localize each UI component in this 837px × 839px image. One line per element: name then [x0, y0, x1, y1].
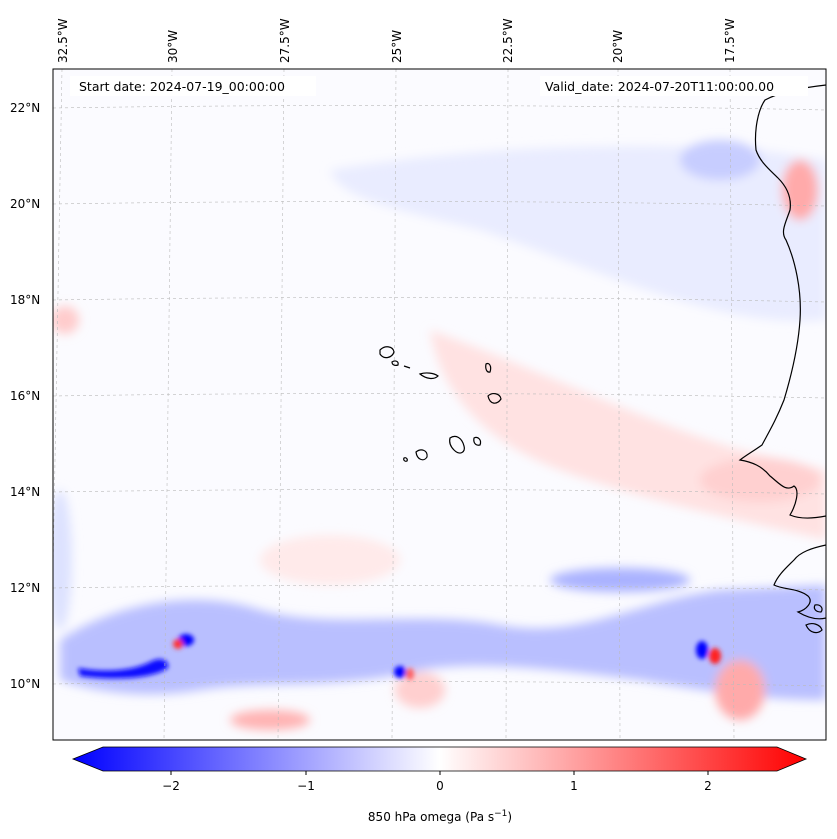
lon-label-25w: 25°W: [390, 30, 404, 63]
coastlines: [738, 84, 826, 634]
strong-ascent-blob-2: [709, 648, 721, 664]
red-blob-coast: [700, 458, 820, 502]
island-brava: [403, 457, 408, 462]
valid-date-label: Valid_date: 2024-07-20T11:00:00.00: [545, 79, 774, 94]
lat-label-14n: 14°N: [10, 485, 40, 499]
lon-label-17-5w: 17.5°W: [723, 18, 737, 63]
descent-band-north: [330, 146, 826, 322]
gridline-lat-14: [53, 489, 826, 495]
gridline-lat-16: [53, 393, 826, 399]
gridline-lat-20: [53, 201, 826, 207]
gridline-lat-22: [53, 105, 826, 111]
island-sao-vicente: [391, 360, 399, 366]
lon-label-27-5w: 27.5°W: [278, 18, 292, 63]
red-blob-south-center: [395, 672, 445, 708]
map-frame: [52, 68, 827, 741]
gridline-lon-27-5: [277, 69, 285, 740]
island-santo-antao: [379, 346, 395, 359]
island-santa-luzia: [403, 365, 411, 369]
strong-descent-blob-3: [696, 641, 708, 659]
omega-field: [53, 140, 826, 730]
strong-descent-blob-2: [394, 666, 406, 678]
africa-coastline: [738, 84, 826, 519]
island-boa-vista: [487, 393, 502, 404]
cbar-label-m2: −2: [162, 779, 180, 793]
lat-label-20n: 20°N: [10, 197, 40, 211]
gridline-lon-25: [391, 69, 397, 740]
colorbar-ticks: [170, 771, 709, 775]
red-blob-southeast: [715, 660, 765, 720]
gridline-lon-30: [163, 69, 173, 740]
gridline-lon-20: [617, 69, 621, 740]
lat-label-12n: 12°N: [10, 581, 40, 595]
gridline-lat-18: [53, 297, 826, 303]
strong-ascent-blob-1: [173, 639, 183, 649]
colorbar-title-main: 850 hPa omega (Pa s: [368, 810, 494, 824]
colorbar-title: 850 hPa omega (Pa s−1): [368, 809, 512, 824]
island-santiago: [449, 435, 465, 454]
lat-label-22n: 22°N: [10, 101, 40, 115]
island-fogo: [415, 449, 428, 461]
gridline-lat-10: [53, 681, 826, 687]
gridline-lon-17-5: [729, 69, 735, 740]
latitude-labels: 22°N 20°N 18°N 16°N 14°N 12°N 10°N: [10, 101, 40, 691]
descent-band-south: [60, 585, 826, 700]
pale-blue-west-edge: [53, 490, 72, 630]
valid-date-box: [540, 76, 808, 96]
cbar-label-2: 2: [704, 779, 712, 793]
gridline-lon-22-5: [505, 69, 509, 740]
lon-label-32-5w: 32.5°W: [56, 18, 70, 63]
lon-label-30w: 30°W: [166, 30, 180, 63]
start-date-label: Start date: 2024-07-19_00:00:00: [79, 79, 285, 94]
coast-islet-1: [805, 623, 823, 634]
longitude-labels: 32.5°W 30°W 27.5°W 25°W 22.5°W 20°W 17.5…: [56, 18, 737, 63]
pale-red-center: [260, 535, 400, 585]
cbar-label-0: 0: [436, 779, 444, 793]
start-date-box: [70, 76, 316, 96]
lat-label-10n: 10°N: [10, 677, 40, 691]
lon-label-20w: 20°W: [611, 30, 625, 63]
lat-label-18n: 18°N: [10, 293, 40, 307]
island-sal: [485, 362, 492, 373]
omega-extremes: [78, 634, 721, 680]
red-blob-south: [230, 710, 310, 730]
colorbar-title-end: ): [507, 810, 512, 824]
cbar-label-1: 1: [570, 779, 578, 793]
lat-label-16n: 16°N: [10, 389, 40, 403]
lon-label-22-5w: 22.5°W: [501, 18, 515, 63]
island-sao-nicolau: [418, 372, 439, 380]
strong-ascent-blob-3: [406, 668, 414, 680]
red-blob-coast-north: [782, 160, 818, 220]
island-maio: [473, 436, 482, 446]
map-panel: Start date: 2024-07-19_00:00:00 Valid_da…: [53, 69, 826, 740]
strong-descent-west: [78, 659, 169, 679]
colorbar-bar: [71, 746, 808, 772]
red-blob-west: [53, 306, 79, 334]
graticule: [53, 69, 826, 740]
colorbar: −2 −1 0 1 2 850 hPa omega (Pa s−1): [71, 746, 808, 824]
cbar-label-m1: −1: [297, 779, 315, 793]
colorbar-title-sup: −1: [494, 809, 507, 819]
gridline-lat-12: [53, 585, 826, 591]
africa-coastline-south: [773, 544, 826, 620]
coast-islet-2: [813, 604, 823, 613]
blue-blob-southeast: [550, 568, 690, 592]
cape-verde-islands: [379, 346, 502, 462]
blue-blob-ne: [680, 140, 760, 180]
